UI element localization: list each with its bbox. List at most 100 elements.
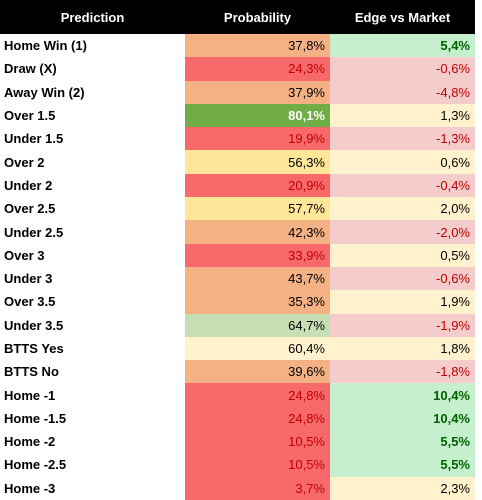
probability-cell: 43,7% (185, 266, 330, 291)
edge-cell-text: 1,9% (440, 294, 470, 310)
edge-cell: -0,6% (330, 57, 475, 81)
row-label: Home Win (1) (0, 34, 185, 57)
probability-cell-text: 3,7% (295, 480, 325, 496)
probability-cell: 80,1% (185, 103, 330, 128)
edge-cell-text: 5,5% (440, 457, 470, 473)
probability-cell: 24,3% (185, 57, 330, 81)
column-header-text: Probability (223, 9, 292, 25)
row-label-text: Under 1.5 (4, 131, 64, 147)
edge-cell: 5,5% (330, 430, 475, 454)
row-label-text: Home -1 (4, 387, 56, 403)
edge-cell: -1,3% (330, 127, 475, 151)
row-label-text: Home Win (1) (4, 38, 87, 54)
row-label-text: Home -2.5 (4, 457, 67, 473)
row-label: Over 1.5 (0, 104, 185, 127)
edge-cell: 5,5% (330, 453, 475, 477)
edge-cell: -1,9% (330, 313, 475, 337)
row-label-text: Home -1.5 (4, 410, 67, 426)
row-label-text: BTTS Yes (4, 341, 64, 356)
probability-cell-text: 64,7% (288, 317, 325, 333)
edge-cell-text: -4,8% (436, 84, 470, 100)
probability-cell: 3,7% (185, 476, 330, 500)
edge-cell: 1,3% (330, 103, 475, 128)
probability-cell: 20,9% (185, 173, 330, 198)
edge-cell-text: 2,3% (440, 480, 470, 496)
row-label: Under 3 (0, 267, 185, 290)
probability-cell: 56,3% (185, 150, 330, 174)
row-label: Home -2 (0, 430, 185, 453)
edge-cell-text: 0,5% (440, 247, 470, 263)
edge-cell-text: 2,0% (440, 201, 470, 217)
probability-cell: 10,5% (185, 453, 330, 477)
row-label-text: Over 3.5 (4, 294, 56, 310)
column-header: Prediction (0, 0, 185, 34)
probability-cell-text: 80,1% (288, 108, 325, 124)
probability-cell-text: 37,8% (288, 38, 325, 54)
probability-cell-text: 35,3% (288, 294, 325, 310)
row-label-text: BTTS No (4, 364, 59, 380)
probability-cell: 10,5% (185, 430, 330, 454)
edge-cell-text: 10,4% (433, 410, 470, 426)
edge-cell: 1,9% (330, 290, 475, 314)
probability-cell-text: 24,3% (288, 61, 325, 77)
row-label: BTTS Yes (0, 337, 185, 360)
probability-cell: 37,9% (185, 80, 330, 104)
probability-cell: 37,8% (185, 34, 330, 58)
row-label-text: Under 3.5 (4, 317, 64, 333)
row-label-text: Under 2 (4, 177, 53, 193)
row-label-text: Under 3 (4, 271, 53, 287)
edge-cell: -4,8% (330, 80, 475, 104)
edge-cell: 5,4% (330, 34, 475, 58)
edge-cell-text: -1,8% (436, 364, 470, 380)
edge-cell: 10,4% (330, 383, 475, 407)
edge-cell: 0,5% (330, 243, 475, 267)
row-label: Over 3.5 (0, 290, 185, 313)
probability-cell-text: 56,3% (288, 154, 325, 170)
edge-cell-text: -1,9% (436, 317, 470, 333)
row-label: Under 1.5 (0, 127, 185, 150)
probability-cell: 42,3% (185, 220, 330, 244)
row-label: BTTS No (0, 360, 185, 383)
probability-cell: 57,7% (185, 197, 330, 221)
row-label-text: Over 1.5 (4, 108, 56, 124)
edge-cell-text: 5,4% (440, 38, 470, 54)
probability-cell-text: 24,8% (288, 410, 325, 426)
probability-cell: 24,8% (185, 406, 330, 431)
probability-cell-text: 24,8% (288, 387, 325, 403)
edge-cell: 10,4% (330, 406, 475, 431)
row-label-text: Home -2 (4, 434, 56, 450)
column-header-text: Edge vs Market (354, 9, 451, 25)
edge-cell: -1,8% (330, 360, 475, 384)
probability-cell-text: 10,5% (288, 457, 325, 473)
row-label-text: Over 2 (4, 154, 45, 170)
probability-cell-text: 57,7% (288, 201, 325, 217)
column-header: Probability (185, 0, 330, 34)
edge-cell-text: 10,4% (433, 387, 470, 403)
edge-cell: 2,0% (330, 197, 475, 221)
edge-cell-text: 5,5% (440, 434, 470, 450)
probability-cell: 24,8% (185, 383, 330, 407)
row-label: Under 2.5 (0, 220, 185, 243)
edge-cell: -0,4% (330, 173, 475, 198)
probability-cell: 60,4% (185, 336, 330, 361)
probability-cell: 35,3% (185, 290, 330, 314)
probability-cell-text: 43,7% (288, 271, 325, 287)
row-label-text: Home -3 (4, 480, 56, 496)
edge-cell: 1,8% (330, 336, 475, 361)
edge-cell-text: 1,3% (440, 108, 470, 124)
probability-cell-text: 10,5% (288, 434, 325, 450)
edge-cell: -2,0% (330, 220, 475, 244)
row-label: Over 2 (0, 150, 185, 173)
row-label-text: Under 2.5 (4, 224, 64, 240)
row-label: Away Win (2) (0, 81, 185, 104)
edge-cell-text: -0,6% (436, 61, 470, 77)
probability-cell: 33,9% (185, 243, 330, 267)
row-label: Home -2.5 (0, 453, 185, 476)
probability-cell-text: 39,6% (288, 364, 325, 380)
edge-cell-text: -2,0% (436, 224, 470, 240)
probability-cell-text: 42,3% (288, 224, 325, 240)
row-label-text: Over 2.5 (4, 201, 56, 217)
probability-cell: 64,7% (185, 313, 330, 337)
edge-cell-text: -0,4% (436, 177, 470, 193)
